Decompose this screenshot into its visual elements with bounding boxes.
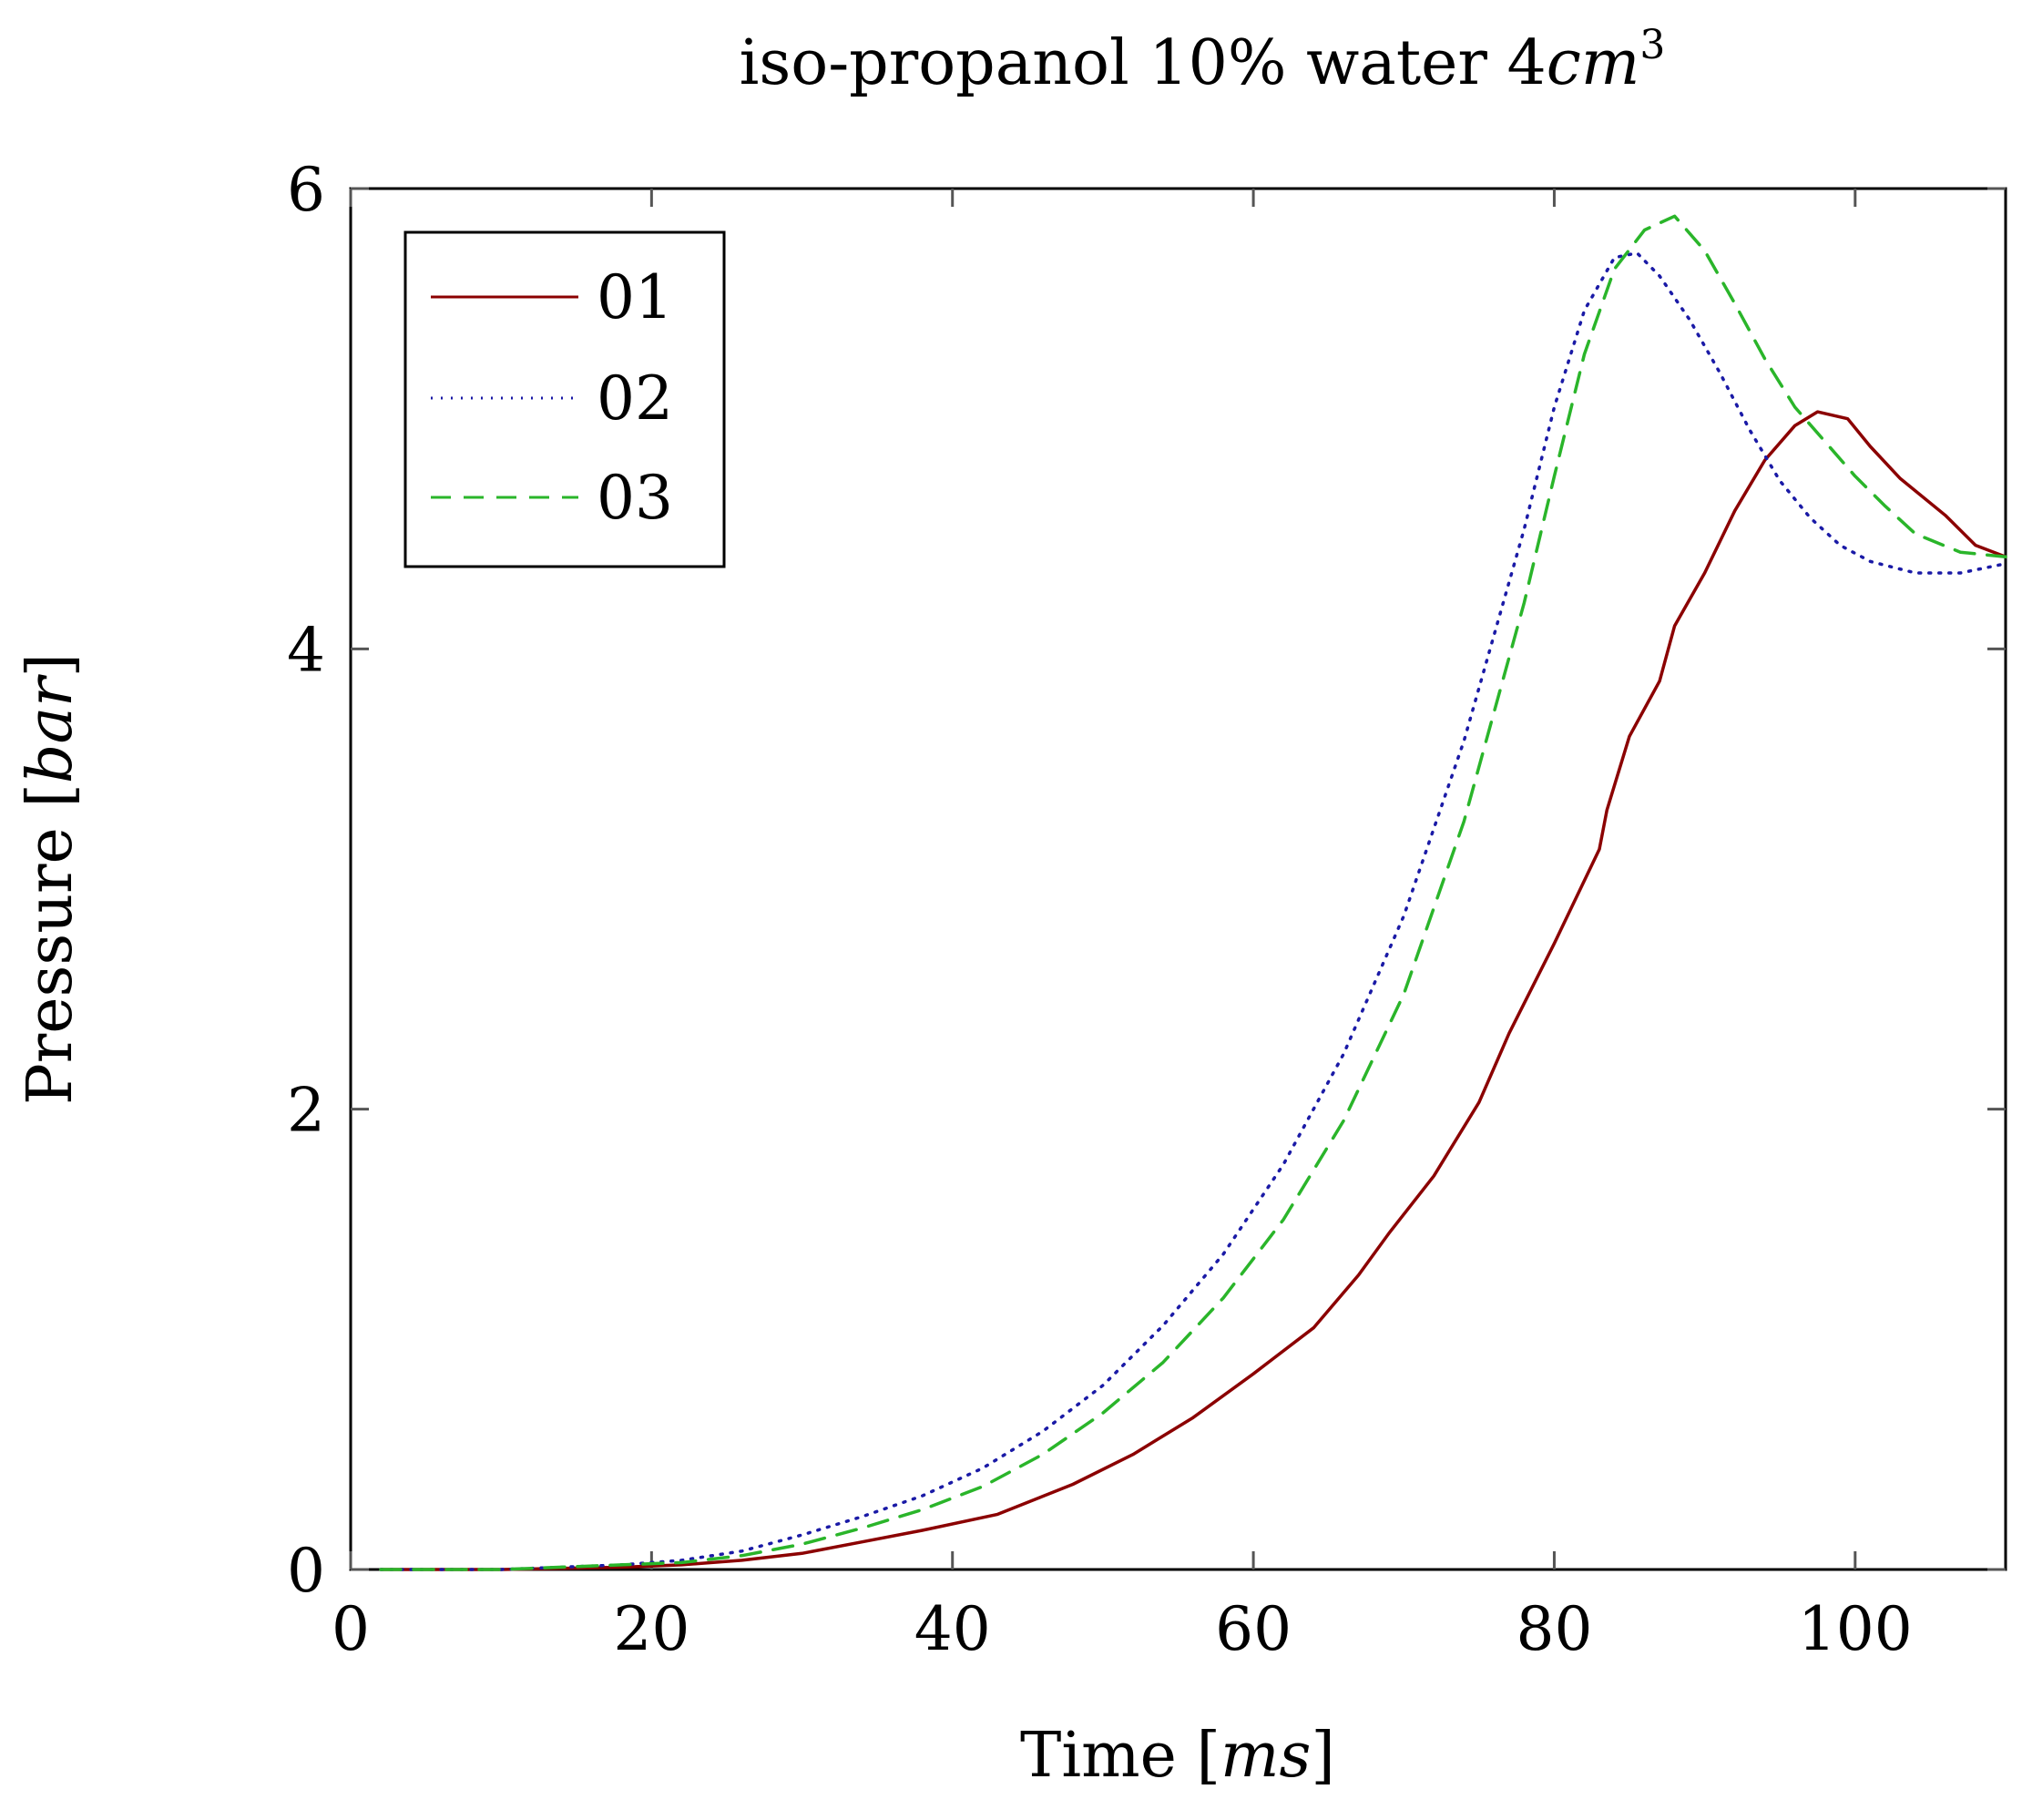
legend: 01 02 03 xyxy=(403,230,726,568)
y-tick-label-6: 6 xyxy=(287,155,325,225)
chart-title-math: cm xyxy=(1547,27,1640,99)
y-tick-label-0: 0 xyxy=(287,1536,325,1606)
y-axis-label-math: bar xyxy=(15,674,87,783)
legend-box xyxy=(403,230,726,568)
x-axis-tick-labels: 0 20 40 60 80 100 xyxy=(332,1594,1913,1664)
series-line-03 xyxy=(379,214,2007,1571)
legend-label-01: 01 xyxy=(597,262,673,332)
x-tick-label-100: 100 xyxy=(1798,1594,1913,1664)
series-line-01 xyxy=(379,410,2007,1571)
x-axis-label-close: ] xyxy=(1311,1720,1335,1792)
chart-title-superscript: 3 xyxy=(1639,22,1665,68)
x-tick-label-0: 0 xyxy=(332,1594,370,1664)
y-axis-tick-labels: 0 2 4 6 xyxy=(287,155,325,1606)
y-axis-ticks xyxy=(351,187,2006,1571)
x-axis-ticks xyxy=(349,189,1857,1569)
series-line-02 xyxy=(379,251,2007,1571)
chart-title: iso-propanol 10% water 4cm3 xyxy=(740,22,1666,99)
x-axis-label-text: Time [ xyxy=(1020,1720,1220,1792)
plot-frame xyxy=(349,187,2007,1571)
y-tick-label-4: 4 xyxy=(287,615,325,685)
series-lines xyxy=(379,214,2007,1571)
x-axis-label-math: ms xyxy=(1220,1720,1311,1792)
x-tick-label-40: 40 xyxy=(914,1594,991,1664)
y-tick-label-2: 2 xyxy=(287,1076,325,1146)
legend-label-02: 02 xyxy=(597,363,673,434)
x-tick-label-20: 20 xyxy=(613,1594,689,1664)
chart-title-text: iso-propanol 10% water 4 xyxy=(740,27,1547,99)
x-tick-label-80: 80 xyxy=(1516,1594,1592,1664)
y-axis-label: Pressure [bar] xyxy=(15,653,87,1105)
x-tick-label-60: 60 xyxy=(1215,1594,1292,1664)
x-axis-label: Time [ms] xyxy=(1020,1720,1335,1792)
legend-label-03: 03 xyxy=(597,463,673,533)
y-axis-label-text: Pressure [ xyxy=(15,783,87,1105)
y-axis-label-close: ] xyxy=(15,653,87,678)
